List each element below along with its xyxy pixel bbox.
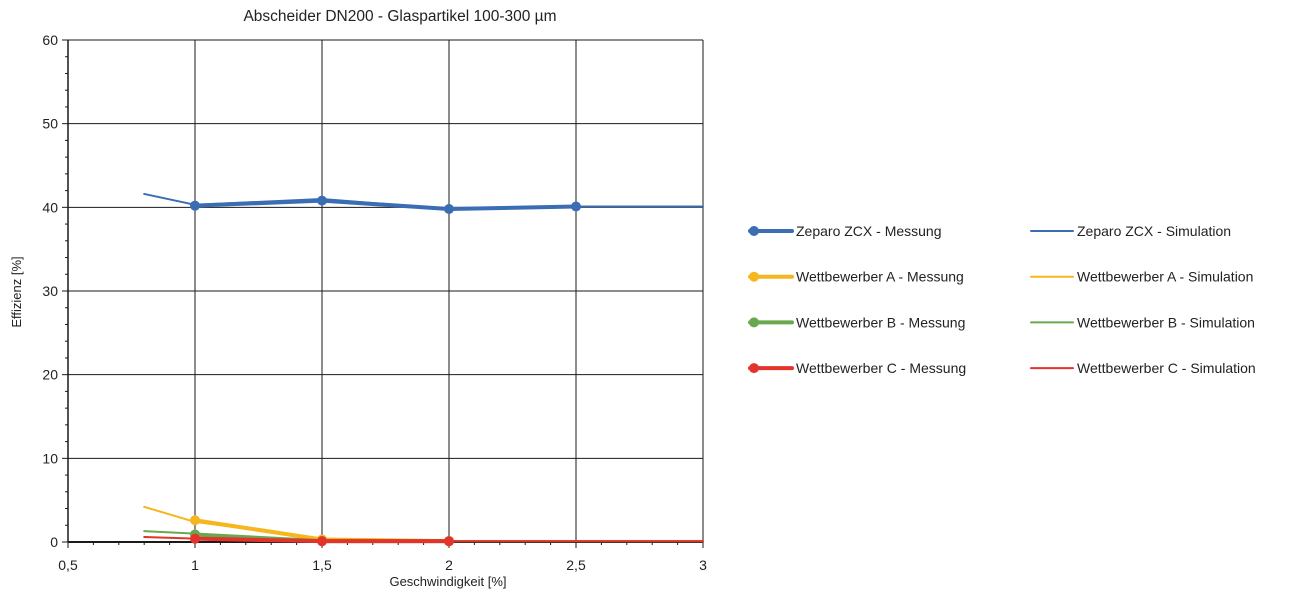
- x-tick-label: 2,5: [566, 557, 586, 573]
- legend-label: Wettbewerber C - Simulation: [1077, 360, 1256, 376]
- series-zeparo-zcx-messung: [190, 195, 581, 215]
- legend-item: Zeparo ZCX - Messung: [748, 223, 942, 239]
- y-tick-label: 20: [42, 367, 58, 383]
- legend-item: Wettbewerber A - Simulation: [1030, 269, 1253, 285]
- legend-label: Wettbewerber B - Messung: [796, 314, 965, 330]
- data-point: [444, 536, 454, 547]
- legend-item: Wettbewerber B - Simulation: [1030, 314, 1255, 330]
- tick-labels: 0 10 20 30 40 50 60 0,5 1 1,5 2 2,5 3: [42, 32, 707, 573]
- x-tick-label: 2: [445, 557, 453, 573]
- legend-item: Wettbewerber C - Simulation: [1030, 360, 1256, 376]
- legend-label: Wettbewerber A - Simulation: [1077, 269, 1253, 285]
- x-tick-label: 0,5: [58, 557, 78, 573]
- legend-swatch-marker: [749, 271, 759, 282]
- y-axis-label: Effizienz [%]: [9, 256, 24, 327]
- data-point: [190, 533, 200, 544]
- data-point: [317, 536, 327, 547]
- legend-swatch-marker: [749, 226, 759, 236]
- data-point: [444, 204, 454, 215]
- data-point: [317, 195, 327, 206]
- x-tick-label: 1: [191, 557, 199, 573]
- legend-item: Wettbewerber B - Messung: [748, 314, 965, 330]
- y-tick-label: 50: [42, 116, 58, 132]
- legend-label: Zeparo ZCX - Messung: [796, 223, 942, 239]
- legend-swatch-marker: [749, 317, 759, 328]
- data-point: [571, 201, 581, 212]
- chart-title: Abscheider DN200 - Glaspartikel 100-300 …: [243, 8, 556, 25]
- y-tick-label: 40: [42, 199, 58, 215]
- y-tick-label: 10: [42, 450, 58, 466]
- legend-item: Wettbewerber C - Messung: [748, 360, 966, 376]
- legend-item: Wettbewerber A - Messung: [748, 269, 964, 285]
- legend-label: Wettbewerber A - Messung: [796, 269, 964, 285]
- legend-swatch-marker: [749, 363, 759, 374]
- y-tick-label: 60: [42, 32, 58, 48]
- legend-item: Zeparo ZCX - Simulation: [1030, 223, 1231, 239]
- series-line: [193, 198, 578, 212]
- x-tick-label: 1,5: [312, 557, 332, 573]
- plot-area: 0 10 20 30 40 50 60 0,5 1 1,5 2 2,5 3: [42, 32, 707, 573]
- legend-label: Wettbewerber B - Simulation: [1077, 314, 1255, 330]
- legend: Zeparo ZCX - Messung Wettbewerber A - Mes…: [748, 223, 1256, 376]
- x-tick-label: 3: [699, 557, 707, 573]
- y-tick-label: 0: [50, 534, 58, 550]
- data-point: [190, 200, 200, 211]
- data-series: [143, 192, 704, 547]
- data-point: [190, 515, 200, 526]
- legend-label: Zeparo ZCX - Simulation: [1077, 223, 1231, 239]
- grid-lines: [68, 39, 704, 542]
- y-tick-label: 30: [42, 283, 58, 299]
- x-axis-label: Geschwindigkeit [%]: [389, 574, 506, 589]
- legend-label: Wettbewerber C - Messung: [796, 360, 966, 376]
- series-wettbewerber-c-messung: [190, 533, 454, 547]
